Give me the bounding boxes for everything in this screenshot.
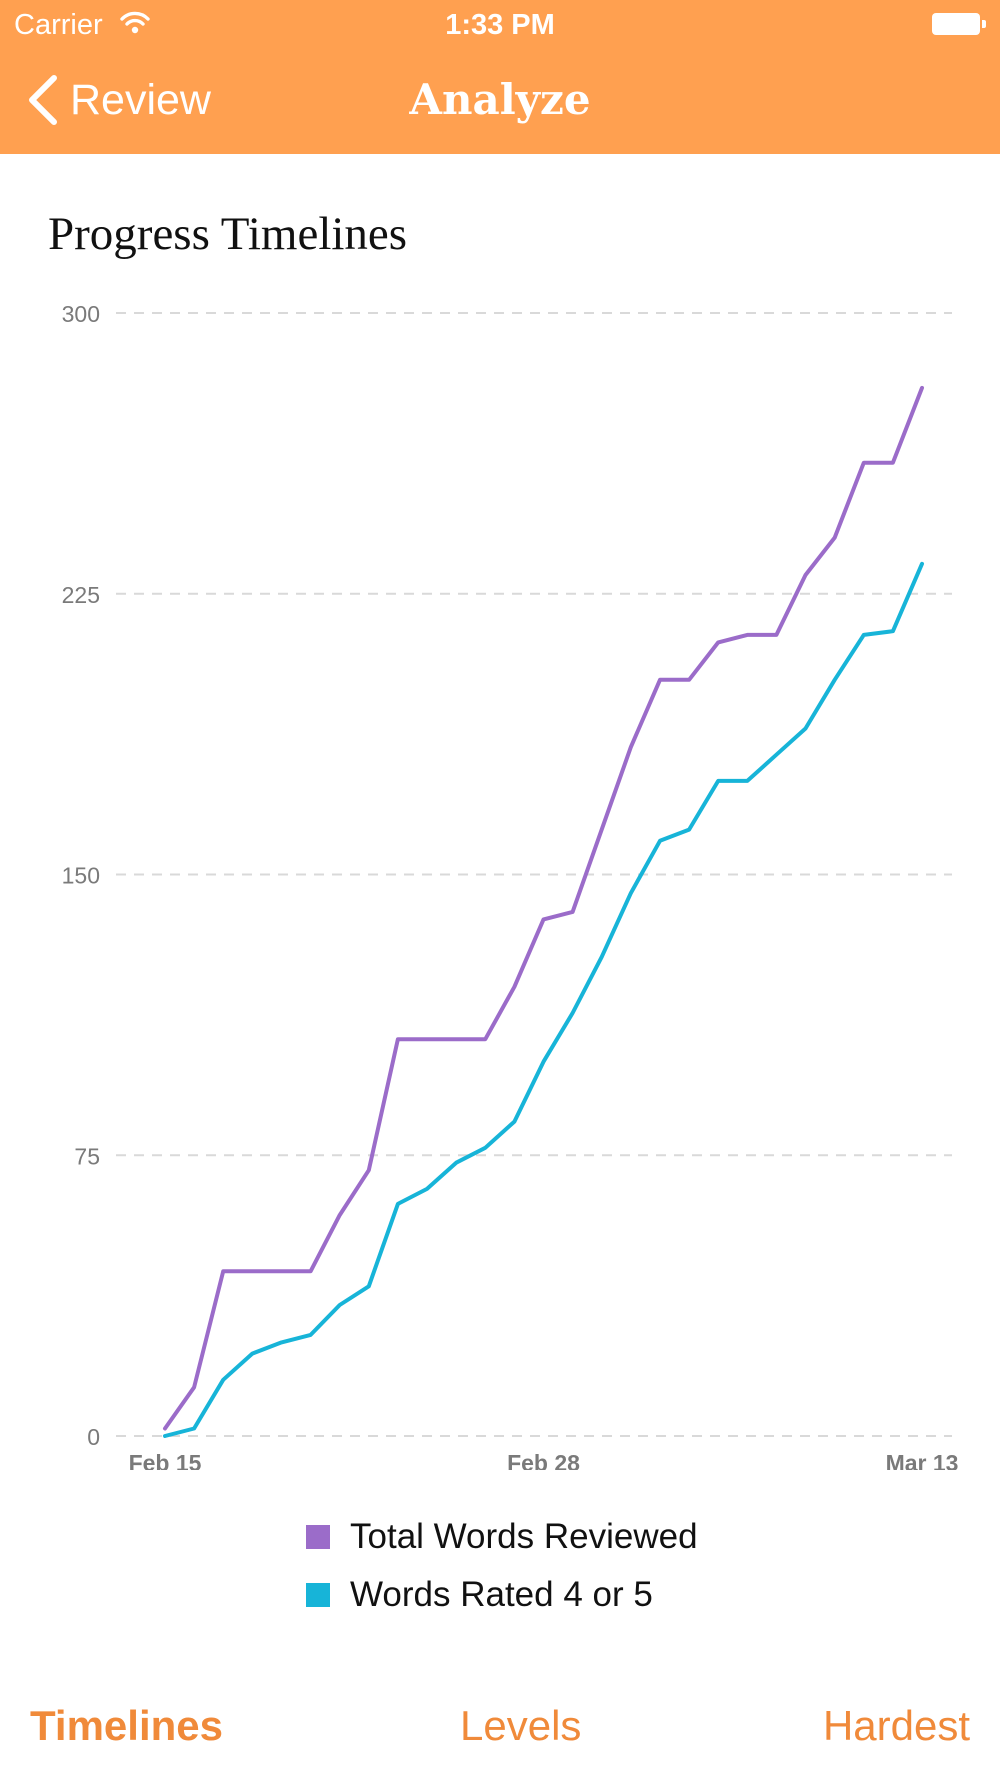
x-tick-label: Feb 28 <box>507 1450 580 1470</box>
status-bar: Carrier 1:33 PM <box>0 0 1000 50</box>
x-tick-label: Mar 13 <box>886 1450 959 1470</box>
legend-label-total: Total Words Reviewed <box>350 1517 698 1556</box>
x-tick-label: Feb 15 <box>129 1450 202 1470</box>
status-time: 1:33 PM <box>445 9 555 41</box>
series-line-total-words-reviewed <box>163 385 924 1431</box>
chart-legend: Total Words Reviewed Words Rated 4 or 5 <box>306 1508 698 1624</box>
tab-timelines[interactable]: Timelines <box>30 1702 223 1749</box>
y-tick-label: 300 <box>62 301 100 327</box>
legend-swatch-rated <box>306 1583 330 1607</box>
legend-item-total: Total Words Reviewed <box>306 1508 698 1566</box>
section-title: Progress Timelines <box>48 208 408 260</box>
x-axis-ticks: Feb 15 Feb 28 Mar 13 <box>129 1450 959 1470</box>
y-axis-ticks: 0 75 150 225 300 <box>62 301 100 1450</box>
y-tick-label: 225 <box>62 582 100 608</box>
y-tick-label: 75 <box>74 1143 100 1169</box>
legend-swatch-total <box>306 1525 330 1549</box>
page-title: Analyze <box>409 75 591 124</box>
y-tick-label: 0 <box>87 1424 100 1450</box>
series-line-words-rated-4-or-5 <box>163 561 924 1438</box>
carrier-label: Carrier <box>14 9 103 41</box>
back-button-label: Review <box>70 76 211 124</box>
legend-label-rated: Words Rated 4 or 5 <box>350 1575 653 1614</box>
y-tick-label: 150 <box>62 863 100 889</box>
segment-tab-bar: Timelines Levels Hardest <box>0 1690 1000 1762</box>
wifi-icon <box>120 11 150 34</box>
progress-timeline-chart: 0 75 150 225 300 Feb 15 Feb 28 Mar 13 <box>62 301 959 1470</box>
battery-icon <box>932 13 986 35</box>
tab-hardest[interactable]: Hardest <box>822 1702 970 1749</box>
chart-series <box>163 385 924 1438</box>
tab-levels[interactable]: Levels <box>460 1702 582 1749</box>
chevron-left-icon <box>29 75 57 125</box>
chart-grid <box>116 312 952 1437</box>
legend-item-rated: Words Rated 4 or 5 <box>306 1566 698 1624</box>
back-button[interactable]: Review <box>26 70 211 130</box>
navigation-header: Carrier 1:33 PM Review Analyze <box>0 0 1000 154</box>
